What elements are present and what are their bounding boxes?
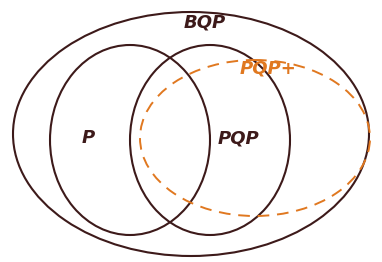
Text: P: P bbox=[81, 129, 95, 147]
Text: PQP+: PQP+ bbox=[240, 59, 296, 77]
Text: PQP: PQP bbox=[217, 129, 259, 147]
Text: BQP: BQP bbox=[184, 13, 226, 31]
